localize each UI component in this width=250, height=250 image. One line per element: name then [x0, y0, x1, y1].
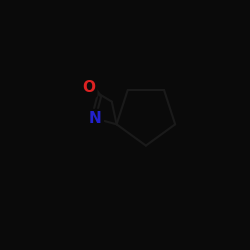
Text: O: O: [82, 80, 95, 95]
Text: N: N: [89, 111, 102, 126]
